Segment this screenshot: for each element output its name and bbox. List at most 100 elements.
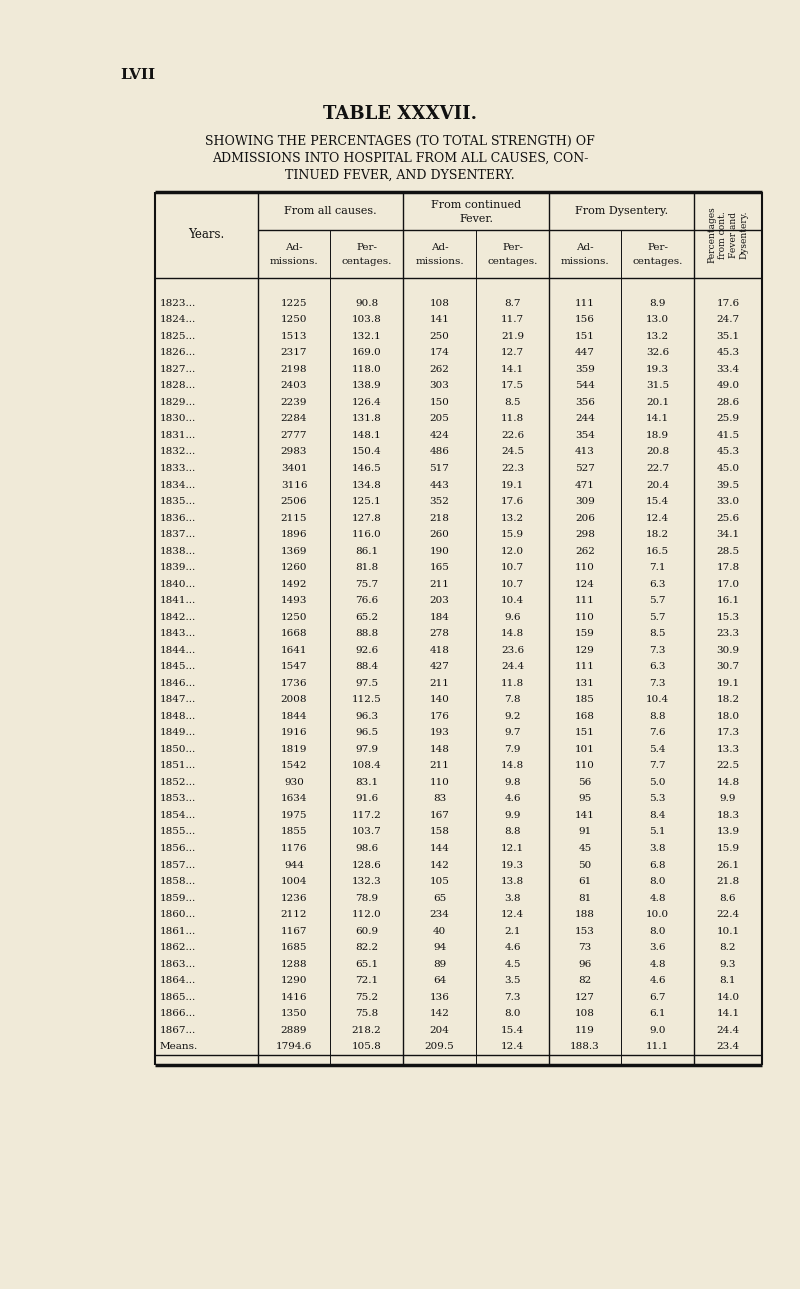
Text: 2777: 2777 xyxy=(281,431,307,440)
Text: Per-: Per- xyxy=(502,242,523,251)
Text: 15.9: 15.9 xyxy=(717,844,739,853)
Text: 250: 250 xyxy=(430,331,450,340)
Text: 1862...: 1862... xyxy=(160,944,196,953)
Text: 41.5: 41.5 xyxy=(717,431,739,440)
Text: 146.5: 146.5 xyxy=(352,464,382,473)
Text: 14.8: 14.8 xyxy=(501,762,524,771)
Text: 75.8: 75.8 xyxy=(355,1009,378,1018)
Text: 14.1: 14.1 xyxy=(501,365,524,374)
Text: 127: 127 xyxy=(575,993,595,1002)
Text: 23.4: 23.4 xyxy=(717,1043,739,1052)
Text: 24.5: 24.5 xyxy=(501,447,524,456)
Text: 132.1: 132.1 xyxy=(352,331,382,340)
Text: 1836...: 1836... xyxy=(160,513,196,522)
Text: 1634: 1634 xyxy=(281,794,307,803)
Text: 117.2: 117.2 xyxy=(352,811,382,820)
Text: 2889: 2889 xyxy=(281,1026,307,1035)
Text: 424: 424 xyxy=(430,431,450,440)
Text: 12.4: 12.4 xyxy=(501,1043,524,1052)
Text: 13.3: 13.3 xyxy=(717,745,739,754)
Text: 1852...: 1852... xyxy=(160,777,196,786)
Text: 8.7: 8.7 xyxy=(504,299,521,308)
Text: 26.1: 26.1 xyxy=(717,861,739,870)
Text: 1416: 1416 xyxy=(281,993,307,1002)
Text: 83.1: 83.1 xyxy=(355,777,378,786)
Text: 45.3: 45.3 xyxy=(717,348,739,357)
Text: 31.5: 31.5 xyxy=(646,382,669,391)
Text: 203: 203 xyxy=(430,596,450,605)
Text: 49.0: 49.0 xyxy=(717,382,739,391)
Text: 1833...: 1833... xyxy=(160,464,196,473)
Text: 1290: 1290 xyxy=(281,976,307,985)
Text: 188.3: 188.3 xyxy=(570,1043,600,1052)
Text: 188: 188 xyxy=(575,910,595,919)
Text: 544: 544 xyxy=(575,382,595,391)
Text: 7.7: 7.7 xyxy=(650,762,666,771)
Text: 1858...: 1858... xyxy=(160,877,196,886)
Text: 110: 110 xyxy=(575,612,595,621)
Text: 9.0: 9.0 xyxy=(650,1026,666,1035)
Text: 2317: 2317 xyxy=(281,348,307,357)
Text: 81: 81 xyxy=(578,893,592,902)
Text: 75.7: 75.7 xyxy=(355,580,378,589)
Text: 6.3: 6.3 xyxy=(650,663,666,672)
Text: 81.8: 81.8 xyxy=(355,563,378,572)
Text: 359: 359 xyxy=(575,365,595,374)
Text: 13.8: 13.8 xyxy=(501,877,524,886)
Text: 110: 110 xyxy=(575,762,595,771)
Text: 1369: 1369 xyxy=(281,547,307,556)
Text: 13.2: 13.2 xyxy=(501,513,524,522)
Text: 73: 73 xyxy=(578,944,592,953)
Text: 20.4: 20.4 xyxy=(646,481,669,490)
Text: centages.: centages. xyxy=(487,257,538,266)
Text: 298: 298 xyxy=(575,530,595,539)
Text: 129: 129 xyxy=(575,646,595,655)
Text: 3.6: 3.6 xyxy=(650,944,666,953)
Text: 110: 110 xyxy=(430,777,450,786)
Text: 1863...: 1863... xyxy=(160,959,196,968)
Text: 17.5: 17.5 xyxy=(501,382,524,391)
Text: 45: 45 xyxy=(578,844,592,853)
Text: 3401: 3401 xyxy=(281,464,307,473)
Text: 148: 148 xyxy=(430,745,450,754)
Text: 1832...: 1832... xyxy=(160,447,196,456)
Text: 174: 174 xyxy=(430,348,450,357)
Text: Means.: Means. xyxy=(160,1043,198,1052)
Text: 2239: 2239 xyxy=(281,398,307,407)
Text: 8.5: 8.5 xyxy=(504,398,521,407)
Text: 96.3: 96.3 xyxy=(355,712,378,721)
Text: 22.3: 22.3 xyxy=(501,464,524,473)
Text: Per-: Per- xyxy=(356,242,377,251)
Text: 150: 150 xyxy=(430,398,450,407)
Text: 96: 96 xyxy=(578,959,592,968)
Text: 16.1: 16.1 xyxy=(717,596,739,605)
Text: 10.0: 10.0 xyxy=(646,910,669,919)
Text: 1855...: 1855... xyxy=(160,828,196,837)
Text: Percentages
from cont.
Fever and
Dysentery.: Percentages from cont. Fever and Dysente… xyxy=(708,206,748,263)
Text: 19.3: 19.3 xyxy=(501,861,524,870)
Text: 56: 56 xyxy=(578,777,592,786)
Text: 39.5: 39.5 xyxy=(717,481,739,490)
Text: 356: 356 xyxy=(575,398,595,407)
Text: 28.6: 28.6 xyxy=(717,398,739,407)
Text: 2284: 2284 xyxy=(281,414,307,423)
Text: 105.8: 105.8 xyxy=(352,1043,382,1052)
Text: 211: 211 xyxy=(430,762,450,771)
Text: 125.1: 125.1 xyxy=(352,498,382,507)
Text: 5.7: 5.7 xyxy=(650,596,666,605)
Text: missions.: missions. xyxy=(561,257,610,266)
Text: 11.8: 11.8 xyxy=(501,679,524,688)
Text: 98.6: 98.6 xyxy=(355,844,378,853)
Text: 92.6: 92.6 xyxy=(355,646,378,655)
Text: 5.7: 5.7 xyxy=(650,612,666,621)
Text: 15.4: 15.4 xyxy=(646,498,669,507)
Text: 205: 205 xyxy=(430,414,450,423)
Text: 185: 185 xyxy=(575,695,595,704)
Text: 6.3: 6.3 xyxy=(650,580,666,589)
Text: 60.9: 60.9 xyxy=(355,927,378,936)
Text: 97.9: 97.9 xyxy=(355,745,378,754)
Text: 18.0: 18.0 xyxy=(717,712,739,721)
Text: 22.4: 22.4 xyxy=(717,910,739,919)
Text: 9.3: 9.3 xyxy=(720,959,736,968)
Text: Ad-: Ad- xyxy=(285,242,303,251)
